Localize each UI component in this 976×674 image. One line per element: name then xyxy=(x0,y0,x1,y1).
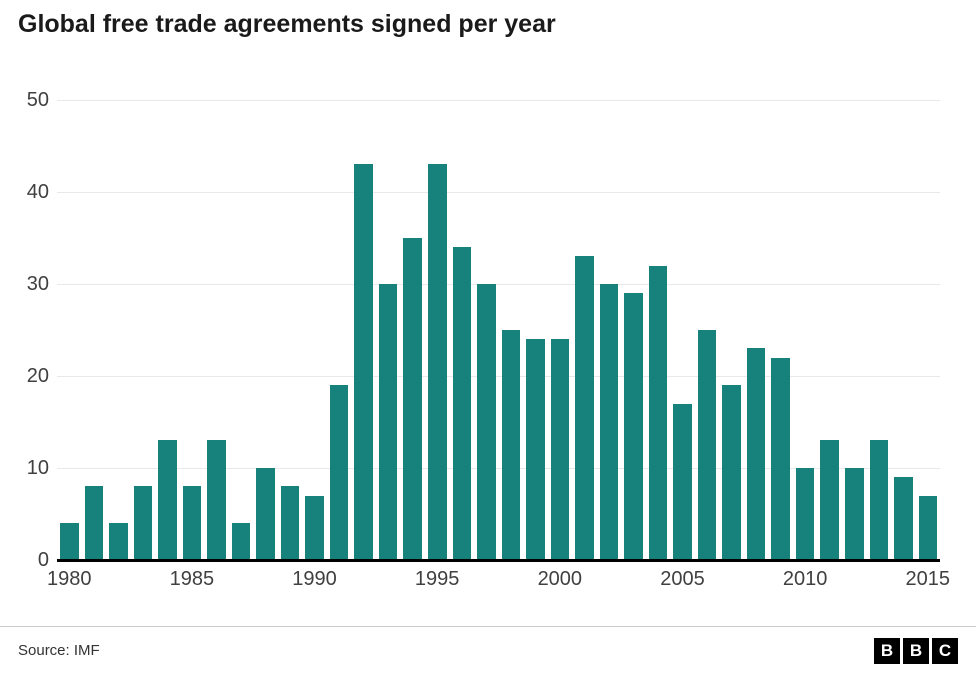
y-tick-label-0: 0 xyxy=(37,549,49,571)
x-tick-label-1980: 1980 xyxy=(47,568,92,590)
gridline-40 xyxy=(57,192,940,193)
x-tick-label-2015: 2015 xyxy=(905,568,950,590)
y-tick-label-10: 10 xyxy=(26,457,49,479)
bar-1980 xyxy=(60,523,79,560)
bar-1993 xyxy=(378,284,398,560)
bar-2010 xyxy=(795,468,815,560)
bbc-logo-letter-b1: B xyxy=(874,637,900,664)
y-tick-label-30: 30 xyxy=(26,273,49,295)
bar-2002 xyxy=(599,284,619,560)
bar-2000 xyxy=(550,339,570,560)
bar-2005 xyxy=(673,403,692,560)
bar-1985 xyxy=(182,486,202,560)
x-axis-line xyxy=(57,559,940,562)
x-tick-label-1985: 1985 xyxy=(169,568,215,590)
bar-1992 xyxy=(354,164,373,560)
bar-1990 xyxy=(305,495,324,560)
x-tick-label-2010: 2010 xyxy=(782,568,828,590)
bar-2004 xyxy=(648,265,668,560)
bars-container xyxy=(57,100,940,560)
bar-1989 xyxy=(280,486,300,560)
gridline-10 xyxy=(57,468,940,469)
gridline-20 xyxy=(57,376,940,377)
bar-1981 xyxy=(84,486,104,560)
footer: Source: IMF B B C xyxy=(0,626,976,674)
bar-2011 xyxy=(820,440,839,560)
chart-title: Global free trade agreements signed per … xyxy=(18,10,556,38)
bar-2007 xyxy=(722,385,741,560)
bar-2001 xyxy=(575,256,594,560)
bar-2006 xyxy=(697,330,717,560)
bar-1996 xyxy=(452,247,472,560)
bar-2012 xyxy=(845,468,864,560)
bar-1998 xyxy=(501,330,521,560)
bar-2015 xyxy=(918,495,938,560)
x-tick-label-1990: 1990 xyxy=(292,568,337,590)
gridline-30 xyxy=(57,284,940,285)
bar-2003 xyxy=(624,293,643,560)
bar-1995 xyxy=(427,164,447,560)
y-tick-label-20: 20 xyxy=(26,365,49,387)
bbc-logo-letter-b2: B xyxy=(903,637,929,664)
y-tick-label-50: 50 xyxy=(26,89,49,111)
y-tick-label-40: 40 xyxy=(26,181,49,203)
bar-2009 xyxy=(771,357,790,560)
bar-2008 xyxy=(746,348,766,560)
bar-1986 xyxy=(207,440,226,560)
bar-1987 xyxy=(231,523,251,560)
bar-2013 xyxy=(869,440,889,560)
bar-2014 xyxy=(894,477,913,560)
bar-1983 xyxy=(133,486,153,560)
bar-1994 xyxy=(403,238,422,560)
bar-1984 xyxy=(158,440,177,560)
x-tick-label-2005: 2005 xyxy=(660,568,705,590)
source-label: Source: IMF xyxy=(18,642,100,659)
bar-1982 xyxy=(109,523,128,560)
x-tick-label-2000: 2000 xyxy=(537,568,583,590)
bar-1997 xyxy=(477,284,496,560)
bar-1988 xyxy=(256,468,275,560)
bbc-logo-letter-c: C xyxy=(932,637,958,664)
bar-1999 xyxy=(526,339,545,560)
bar-1991 xyxy=(329,385,349,560)
bbc-logo: B B C xyxy=(874,637,958,664)
x-tick-label-1995: 1995 xyxy=(414,568,460,590)
bar-chart-plot: 0 10 20 30 40 50 1980 1985 1990 1995 2000 2005 2010 2… xyxy=(27,89,950,590)
gridline-50 xyxy=(57,100,940,101)
